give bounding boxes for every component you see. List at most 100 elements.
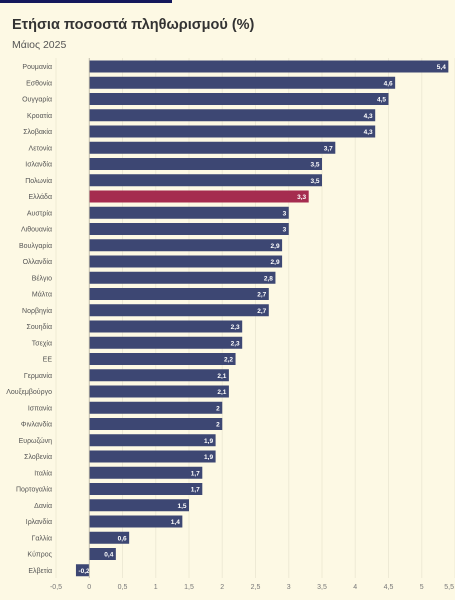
bar — [89, 288, 269, 300]
category-label: Κύπρος — [27, 551, 52, 559]
value-label: 2,7 — [257, 308, 266, 315]
x-tick-label: 5 — [420, 584, 424, 591]
value-label: 3,5 — [310, 178, 319, 185]
value-label: 2,3 — [231, 340, 240, 347]
bar — [89, 255, 283, 268]
bar — [89, 548, 116, 560]
bar — [89, 223, 289, 235]
value-label: 2,3 — [231, 324, 240, 331]
category-label: Σλοβακία — [23, 128, 52, 136]
bar — [89, 385, 229, 398]
category-label: Βουλγαρία — [19, 242, 52, 250]
value-label: 4,5 — [377, 97, 386, 104]
category-label: Πολωνία — [25, 177, 52, 185]
category-label: Γερμανία — [24, 372, 52, 380]
value-label: 4,3 — [364, 113, 373, 120]
chart-subtitle: Μάιος 2025 — [12, 39, 67, 51]
bar — [89, 531, 130, 544]
value-label: 1,4 — [171, 519, 180, 526]
value-label: 3 — [283, 210, 287, 217]
bar — [89, 483, 203, 495]
bar — [89, 336, 243, 349]
category-label: Ελλάδα — [28, 193, 52, 201]
category-label: Ολλανδία — [23, 258, 52, 266]
category-label: Ισλανδία — [25, 161, 52, 169]
x-tick-label: 2,5 — [251, 584, 261, 591]
category-label: Ελβετία — [28, 567, 52, 575]
value-label: 1,9 — [204, 454, 213, 461]
category-label: Ισπανία — [28, 404, 52, 412]
value-label: 1,5 — [177, 503, 186, 510]
bar — [89, 60, 449, 73]
x-tick-label: 3,5 — [317, 584, 327, 591]
category-label: Εσθονία — [26, 79, 52, 87]
bar — [89, 158, 322, 170]
bar — [89, 174, 322, 187]
x-tick-label: 5,5 — [444, 584, 454, 591]
category-label: Ουγγαρία — [22, 96, 52, 104]
category-label: Πορτογαλία — [16, 486, 52, 494]
value-label: 3,3 — [297, 194, 306, 201]
chart-title: Ετήσια ποσοστά πληθωρισμού (%) — [12, 17, 255, 33]
value-label: 2,9 — [271, 259, 280, 266]
bar — [89, 271, 276, 284]
category-label: Ιταλία — [34, 469, 52, 477]
value-label: 2,2 — [224, 357, 233, 364]
bar — [89, 320, 243, 333]
bar — [89, 353, 236, 365]
bar — [89, 369, 229, 382]
value-label: 1,9 — [204, 438, 213, 445]
value-label: 1,7 — [191, 487, 200, 494]
category-label: Κροατία — [27, 112, 52, 120]
bar — [89, 450, 216, 463]
category-label: Λουξεμβούργο — [6, 388, 52, 396]
value-label: 1,7 — [191, 470, 200, 477]
x-tick-label: 2 — [220, 584, 224, 591]
category-label: Γαλλία — [31, 534, 52, 542]
bar — [89, 515, 183, 528]
bar — [89, 418, 223, 430]
x-tick-label: -0,5 — [50, 584, 62, 591]
x-tick-label: 4,5 — [384, 584, 394, 591]
category-label: Σουηδία — [27, 323, 52, 331]
x-tick-label: 4 — [353, 584, 357, 591]
category-label: Φινλανδία — [21, 421, 52, 429]
x-tick-label: 1 — [154, 584, 158, 591]
value-label: 2 — [216, 422, 220, 429]
category-label: Λιθουανία — [21, 226, 52, 234]
x-tick-label: 0 — [87, 584, 91, 591]
value-label: 4,3 — [364, 129, 373, 136]
bar — [89, 401, 223, 414]
value-label: 2,7 — [257, 292, 266, 299]
bar — [89, 125, 376, 138]
category-label: Δανία — [34, 502, 52, 510]
value-label: 4,6 — [384, 80, 393, 87]
category-label: Μάλτα — [32, 291, 52, 299]
category-label: Νορβηγία — [22, 307, 52, 315]
top-accent-bar — [0, 0, 172, 3]
category-label: Ρουμανία — [22, 63, 52, 71]
category-label: Λετονία — [29, 144, 52, 152]
bar — [89, 304, 269, 317]
bar — [89, 76, 396, 89]
bar — [89, 466, 203, 479]
category-label: Ιρλανδία — [26, 518, 52, 526]
bar-highlighted — [89, 190, 309, 203]
value-label: 3 — [283, 227, 287, 234]
bar — [75, 564, 90, 577]
value-label: 2,1 — [217, 389, 226, 396]
value-label: -0,2 — [78, 568, 90, 575]
bar — [89, 109, 376, 122]
x-tick-label: 1,5 — [184, 584, 194, 591]
category-label: Τσεχία — [32, 339, 52, 347]
bar — [89, 434, 216, 447]
bar — [89, 93, 389, 105]
category-label: Βέλγιο — [32, 274, 52, 282]
value-label: 2,8 — [264, 275, 273, 282]
value-label: 2 — [216, 405, 220, 412]
bar — [89, 141, 336, 154]
category-label: Αυστρία — [27, 209, 52, 217]
bar — [89, 239, 283, 252]
value-label: 0,4 — [104, 552, 113, 559]
